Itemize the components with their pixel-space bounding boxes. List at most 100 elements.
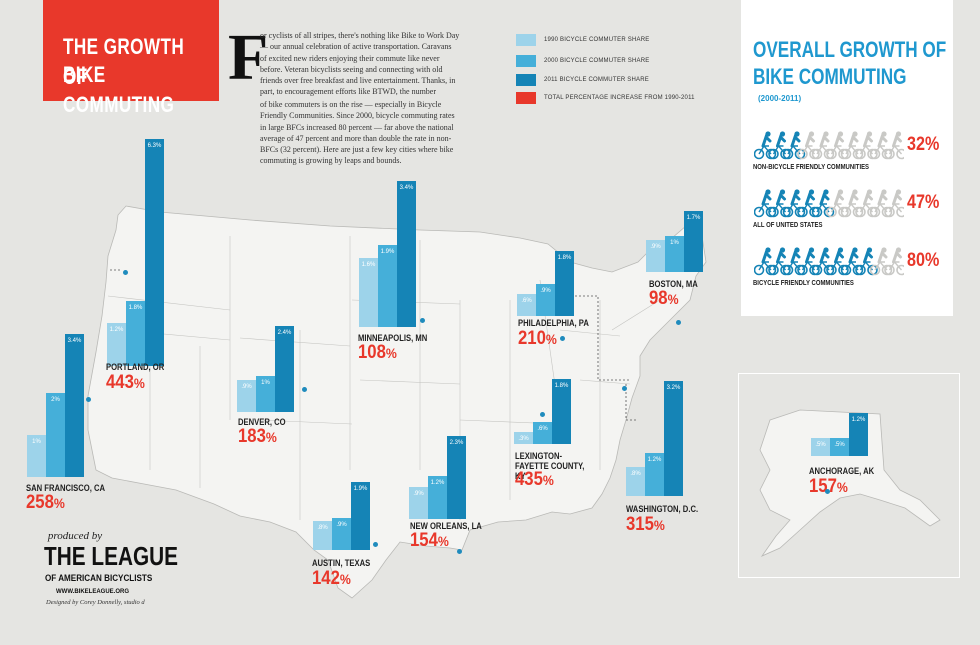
bar-value-label: 1%: [670, 240, 679, 246]
city-increase-label: 98%: [649, 288, 679, 309]
main-title-box: THE GROWTH OF BIKE COMMUTING: [43, 0, 219, 117]
bar: 1.2%: [107, 322, 126, 366]
state-borders: [107, 236, 661, 520]
cyclist-icon: [797, 189, 820, 218]
city-name-label: DENVER, CO: [238, 417, 286, 427]
cyclist-icon: [797, 131, 820, 160]
cyclist-icon: [826, 131, 849, 160]
city-increase-label: 157%: [809, 476, 848, 497]
org-url[interactable]: WWW.BIKELEAGUE.ORG: [56, 589, 129, 595]
bar-value-label: 1%: [261, 380, 270, 386]
city-name-label: ANCHORAGE, AK: [809, 466, 875, 476]
city-name-label: LEXINGTON-FAYETTE COUNTY, KY: [515, 451, 585, 481]
cyclist-icon: [754, 189, 777, 218]
cyclist-icon: [840, 189, 864, 218]
city-increase-label: 258%: [26, 492, 65, 513]
bar: 1%: [256, 376, 275, 412]
legend-swatch: [516, 55, 536, 67]
bar-value-label: .5%: [834, 442, 845, 448]
city-name-label: WASHINGTON, D.C.: [626, 504, 699, 514]
bar: 1%: [665, 236, 684, 272]
bar-value-label: .9%: [650, 243, 661, 250]
bar-value-label: .3%: [518, 436, 529, 442]
design-credit: Designed by Corey Donnelly, studio d: [46, 599, 145, 606]
bar-value-label: .6%: [537, 426, 548, 433]
cyclist-icon: [884, 247, 904, 276]
bar-value-label: 1%: [32, 439, 41, 445]
comparison-label: BICYCLE FRIENDLY COMMUNITIES: [753, 280, 854, 287]
bar-value-label: 3.2%: [666, 384, 681, 391]
bar-value-label: .9%: [413, 490, 424, 497]
city-name-label: PHILADELPHIA, PA: [518, 318, 589, 328]
city-location-dot: [86, 397, 91, 402]
cyclist-icon: [855, 247, 878, 276]
percent-sign: %: [836, 479, 848, 495]
dashed-connector-philadelphia: [575, 295, 630, 381]
cyclist-icon: [782, 247, 806, 276]
cyclist-icon: [797, 247, 820, 276]
alaska-inset-frame: [738, 373, 960, 578]
city-increase-label: 443%: [106, 372, 145, 393]
bar: 3.4%: [397, 180, 416, 327]
bar: .3%: [514, 432, 533, 444]
cyclist-icon: [855, 189, 878, 218]
city-increase-label: 183%: [238, 426, 277, 447]
bar-value-label: 3.4%: [399, 184, 414, 191]
city-location-dot: [622, 386, 627, 391]
cyclist-icon: [754, 131, 777, 160]
city-name-label: MINNEAPOLIS, MN: [358, 333, 428, 343]
cyclist-icon: [782, 189, 806, 218]
intro-drop-cap: F: [228, 21, 269, 94]
city-increase-label: 315%: [626, 514, 665, 535]
bar-value-label: 2.3%: [449, 440, 464, 447]
percent-sign: %: [53, 495, 65, 511]
bar: .5%: [811, 438, 830, 456]
cyclist-icon: [840, 247, 864, 276]
dashed-connector-washington: [625, 384, 636, 421]
main-title-line1: THE GROWTH OF: [63, 34, 185, 89]
city-increase-label: 435%: [515, 469, 554, 490]
org-logo-subtitle: OF AMERICAN BICYCLISTS: [45, 573, 153, 583]
city-increase-label: 210%: [518, 328, 557, 349]
legend-item: 2000 BICYCLE COMMUTER SHARE: [516, 55, 649, 67]
bar: 1%: [27, 435, 46, 477]
cyclist-icon: [869, 247, 893, 276]
bar-value-label: 1.9%: [353, 485, 368, 492]
cyclist-icon: [869, 131, 893, 160]
cyclist-icon: [840, 131, 864, 160]
cyclist-icons-row: [754, 131, 904, 160]
bar-value-label: 1.8%: [128, 305, 143, 312]
bar: 1.6%: [359, 258, 378, 327]
cyclist-icons-row: [754, 247, 904, 276]
comparison-label: ALL OF UNITED STATES: [753, 222, 823, 229]
percent-sign: %: [542, 472, 554, 488]
bar-value-label: 3.4%: [67, 338, 82, 345]
city-name-label: AUSTIN, TEXAS: [312, 558, 371, 568]
city-increase-label: 142%: [312, 568, 351, 589]
city-name-label: NEW ORLEANS, LA: [410, 521, 482, 531]
overall-title-line2: BIKE COMMUTING: [753, 64, 907, 89]
bar-value-label: 2%: [51, 397, 60, 403]
legend-label: TOTAL PERCENTAGE INCREASE FROM 1990-2011: [544, 95, 695, 101]
percent-sign: %: [667, 291, 679, 307]
intro-paragraph: or cyclists of all stripes, there's noth…: [260, 31, 460, 97]
comparison-label: NON-BICYCLE FRIENDLY COMMUNITIES: [753, 164, 870, 171]
bar-value-label: 1.7%: [686, 214, 701, 221]
bar: 1.2%: [849, 412, 868, 456]
city-location-dot: [373, 542, 378, 547]
city-location-dot: [420, 318, 425, 323]
cyclist-icon: [869, 189, 893, 218]
cyclist-icon: [754, 247, 777, 276]
legend-swatch: [516, 74, 536, 86]
city-location-dot: [825, 489, 830, 494]
city-location-dot: [560, 336, 565, 341]
bar: 1.2%: [645, 452, 664, 496]
bar: .6%: [517, 294, 536, 316]
bar: 6.3%: [145, 139, 164, 366]
bar-value-label: 1.2%: [430, 479, 445, 486]
legend-label: 2011 BICYCLE COMMUTER SHARE: [544, 77, 649, 83]
city-name-label: BOSTON, MA: [649, 279, 698, 289]
bar: 1.2%: [428, 475, 447, 519]
percent-sign: %: [385, 345, 397, 361]
bar: 2.4%: [275, 325, 294, 412]
